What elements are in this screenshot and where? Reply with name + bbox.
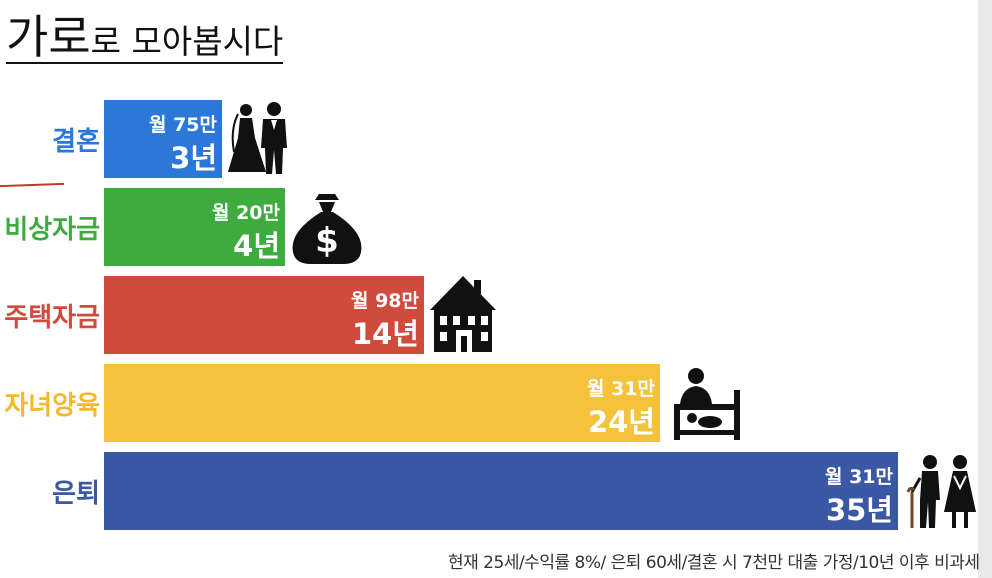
category-label: 결혼 (52, 127, 100, 157)
category-label: 비상자금 (4, 215, 100, 245)
monthly-amount-label: 월 31만 (825, 466, 894, 488)
monthly-amount-label: 월 31만 (587, 378, 656, 400)
house-icon (430, 276, 496, 352)
wedding-couple-icon (228, 102, 287, 174)
bar-2 (104, 188, 285, 266)
years-label: 14년 (352, 317, 419, 351)
bar-1 (104, 100, 222, 178)
frame-edge (978, 0, 992, 578)
page-title: 가로로 모아봅시다 (6, 14, 284, 64)
money-bag-icon: $ (292, 194, 362, 264)
elderly-couple-icon (906, 455, 976, 528)
category-label: 자녀양육 (4, 391, 100, 421)
years-label: 24년 (588, 405, 655, 439)
svg-text:$: $ (315, 221, 339, 261)
years-label: 4년 (233, 229, 280, 263)
years-label: 35년 (826, 493, 893, 527)
monthly-amount-label: 월 75만 (149, 114, 218, 136)
monthly-amount-label: 월 20만 (212, 202, 281, 224)
title-big: 가로 (6, 10, 91, 64)
monthly-amount-label: 월 98만 (351, 290, 420, 312)
parent-baby-icon (674, 368, 740, 440)
footnote: 현재 25세/수익률 8%/ 은퇴 60세/결혼 시 7천만 대출 가정/10년… (448, 553, 980, 573)
category-label: 은퇴 (52, 479, 100, 509)
bar-4 (104, 364, 660, 442)
bar-5 (104, 452, 898, 530)
title-rest: 로 모아봅시다 (90, 22, 284, 61)
category-label: 주택자금 (4, 303, 100, 333)
years-label: 3년 (170, 141, 217, 175)
bar-3 (104, 276, 424, 354)
